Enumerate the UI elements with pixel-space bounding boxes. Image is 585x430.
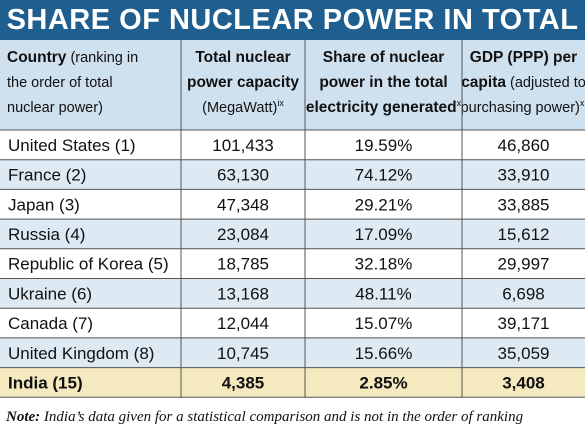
column-header-line: GDP (PPP) per	[470, 49, 577, 66]
cell-gdp: 39,171	[498, 314, 550, 333]
column-header-line: the order of total	[7, 75, 113, 91]
cell-gdp: 15,612	[498, 225, 550, 244]
row-background	[0, 367, 585, 398]
cell-share: 15.66%	[355, 344, 413, 363]
header-background	[0, 40, 585, 130]
cell-capacity: 4,385	[222, 373, 265, 392]
column-header-line: Share of nuclear	[323, 49, 444, 66]
row-background	[0, 308, 585, 338]
cell-country: Republic of Korea (5)	[8, 255, 169, 274]
title-bar	[0, 0, 585, 40]
cell-country: Japan (3)	[8, 195, 80, 214]
cell-share: 15.07%	[355, 314, 413, 333]
footnote: Note: India’s data given for a statistic…	[6, 409, 581, 426]
column-header-line: nuclear power)	[7, 100, 103, 116]
cell-gdp: 33,910	[498, 166, 550, 185]
cell-country: Canada (7)	[8, 314, 93, 333]
cell-capacity: 18,785	[217, 255, 269, 274]
cell-capacity: 10,745	[217, 344, 269, 363]
column-header-line: purchasing power)xi	[461, 98, 585, 116]
chart-title: SHARE OF NUCLEAR POWER IN TOTAL	[6, 4, 579, 36]
cell-share: 32.18%	[355, 255, 413, 274]
cell-gdp: 33,885	[498, 195, 550, 214]
cell-share: 17.09%	[355, 225, 413, 244]
column-header-line: Country (ranking in	[7, 49, 138, 66]
cell-gdp: 29,997	[498, 255, 550, 274]
cell-country: United Kingdom (8)	[8, 344, 154, 363]
cell-gdp: 6,698	[502, 284, 545, 303]
cell-gdp: 46,860	[498, 136, 550, 155]
row-background	[0, 130, 585, 160]
row-background	[0, 337, 585, 368]
cell-country: India (15)	[8, 373, 83, 392]
row-background	[0, 248, 585, 279]
column-header-line: (MegaWatt)ix	[202, 98, 284, 116]
cell-country: Ukraine (6)	[8, 284, 92, 303]
column-header-line: electricity generatedx	[306, 98, 462, 116]
note-text: India’s data given for a statistical com…	[40, 409, 524, 425]
cell-capacity: 101,433	[212, 136, 273, 155]
cell-capacity: 13,168	[217, 284, 269, 303]
cell-share: 29.21%	[355, 195, 413, 214]
cell-capacity: 12,044	[217, 314, 269, 333]
cell-share: 19.59%	[355, 136, 413, 155]
note-label: Note:	[6, 409, 41, 425]
cell-capacity: 63,130	[217, 166, 269, 185]
cell-gdp: 35,059	[498, 344, 550, 363]
cell-share: 48.11%	[355, 284, 411, 303]
cell-share: 2.85%	[359, 373, 407, 392]
cell-country: Russia (4)	[8, 225, 85, 244]
data-table: Country (ranking in the order of total nuc…	[0, 40, 585, 398]
row-background	[0, 159, 585, 190]
column-header-line: Total nuclear	[195, 49, 290, 66]
column-header-line: power in the total	[319, 74, 447, 91]
column-header-line: power capacity	[187, 74, 299, 91]
cell-country: France (2)	[8, 166, 86, 185]
row-background	[0, 278, 585, 309]
column-header-line: capita (adjusted to	[461, 74, 585, 91]
cell-capacity: 47,348	[217, 195, 269, 214]
cell-capacity: 23,084	[217, 225, 269, 244]
cell-share: 74.12%	[355, 166, 413, 185]
row-background	[0, 219, 585, 249]
cell-country: United States (1)	[8, 136, 136, 155]
cell-gdp: 3,408	[502, 373, 545, 392]
row-background	[0, 189, 585, 220]
